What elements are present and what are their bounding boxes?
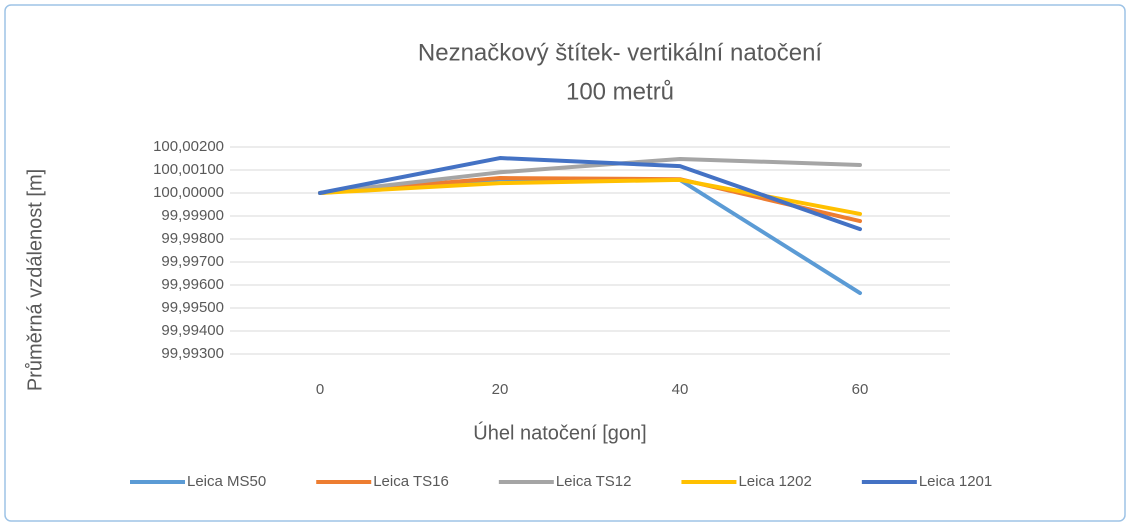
- y-tick-label: 99,99600: [161, 276, 224, 293]
- legend-label: Leica MS50: [187, 473, 266, 490]
- y-tick-label: 99,99300: [161, 345, 224, 362]
- legend-label: Leica 1201: [919, 473, 992, 490]
- x-tick-label: 60: [852, 381, 869, 398]
- x-tick-label: 0: [316, 381, 324, 398]
- y-tick-label: 100,00200: [153, 138, 224, 155]
- y-tick-label: 99,99400: [161, 322, 224, 339]
- series-line: [318, 156, 862, 232]
- y-tick-label: 100,00000: [153, 184, 224, 201]
- legend-label: Leica TS12: [556, 473, 632, 490]
- x-tick-label: 40: [672, 381, 689, 398]
- y-tick-label: 99,99700: [161, 253, 224, 270]
- series-line: [318, 176, 862, 224]
- y-axis-label: Průměrná vzdálenost [m]: [24, 169, 46, 391]
- legend-label: Leica 1202: [738, 473, 811, 490]
- x-tick-label: 20: [492, 381, 509, 398]
- y-tick-label: 99,99800: [161, 230, 224, 247]
- x-axis-label: Úhel natočení [gon]: [473, 421, 646, 444]
- chart-border: [4, 4, 1126, 522]
- legend-label: Leica TS16: [373, 473, 449, 490]
- chart-title: Neznačkový štítek- vertikální natočení: [418, 39, 823, 66]
- y-tick-label: 100,00100: [153, 161, 224, 178]
- chart-subtitle: 100 metrů: [566, 78, 674, 105]
- y-tick-label: 99,99900: [161, 207, 224, 224]
- y-tick-label: 99,99500: [161, 299, 224, 316]
- series-line: [318, 156, 862, 195]
